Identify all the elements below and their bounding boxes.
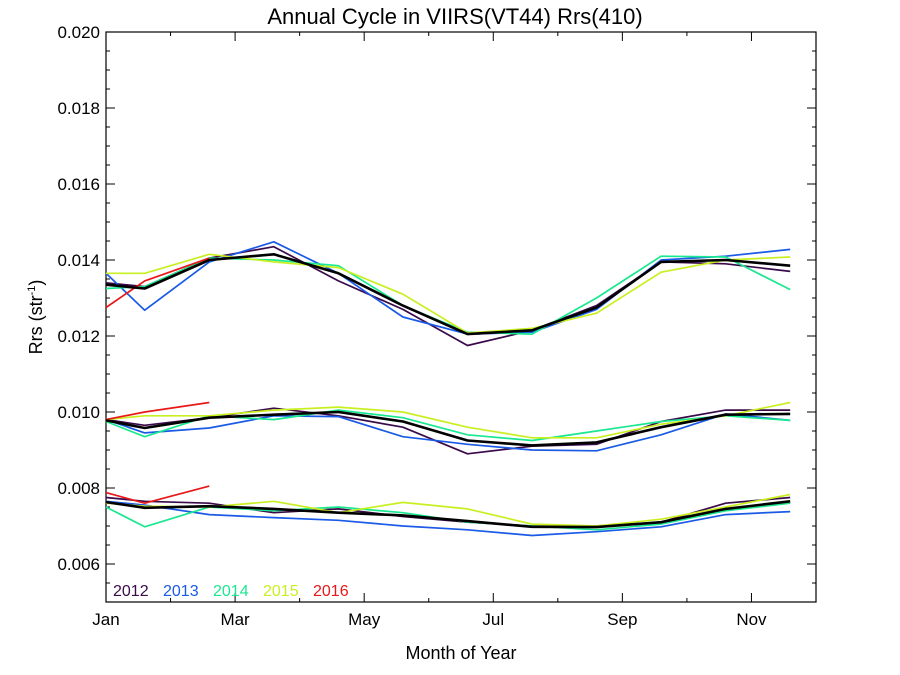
y-tick-label: 0.012 <box>57 327 100 346</box>
series-line-2016-group-1 <box>105 257 210 309</box>
y-axis-label-main: Rrs (str <box>26 295 46 354</box>
series-line-2016-group-2 <box>105 401 210 421</box>
series-line-2015-group-2 <box>105 401 791 439</box>
series-line-mean-group-3 <box>105 500 791 529</box>
series-line-2013-group-3 <box>105 500 791 537</box>
y-axis-label-close: ) <box>26 280 46 286</box>
x-axis-label: Month of Year <box>405 643 516 663</box>
legend-entry-2014: 2014 <box>213 583 249 600</box>
legend: 2012 2013 2014 2015 2016 <box>113 583 349 600</box>
y-axis-label: Rrs (str-1) <box>26 280 46 355</box>
legend-entry-2013: 2013 <box>163 583 199 600</box>
series-line-2016-group-3 <box>105 485 210 505</box>
series-line-mean-group-1 <box>105 253 791 336</box>
y-tick-label: 0.020 <box>57 23 100 42</box>
legend-entry-2015: 2015 <box>263 583 299 600</box>
x-axis: Jan Mar May Jul Sep Nov <box>92 32 767 629</box>
x-tick-label: Nov <box>736 610 767 629</box>
x-tick-label: May <box>348 610 381 629</box>
legend-entry-2012: 2012 <box>113 583 149 600</box>
chart-title: Annual Cycle in VIIRS(VT44) Rrs(410) <box>267 4 642 29</box>
y-axis: 0.006 0.008 0.010 0.012 0.014 0.016 0.018 0.020 <box>57 23 816 603</box>
series-line-mean-group-2 <box>105 410 791 447</box>
y-tick-label: 0.016 <box>57 175 100 194</box>
x-tick-label: Jul <box>482 610 504 629</box>
series-line-2013-group-1 <box>105 240 791 335</box>
x-tick-label: Mar <box>220 610 250 629</box>
y-axis-label-superscript: -1 <box>26 286 38 296</box>
x-tick-label: Sep <box>607 610 637 629</box>
y-tick-label: 0.008 <box>57 479 100 498</box>
legend-entry-2016: 2016 <box>313 583 349 600</box>
plot-frame <box>105 31 817 603</box>
y-tick-label: 0.018 <box>57 99 100 118</box>
series-layer <box>105 240 791 537</box>
y-tick-label: 0.010 <box>57 403 100 422</box>
series-line-2015-group-1 <box>106 253 791 334</box>
y-tick-label: 0.006 <box>57 555 100 574</box>
series-line-2013-group-2 <box>105 413 791 452</box>
y-tick-label: 0.014 <box>57 251 100 270</box>
x-tick-label: Jan <box>92 610 119 629</box>
